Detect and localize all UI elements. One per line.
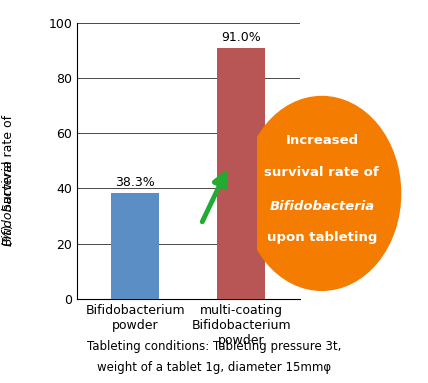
FancyArrowPatch shape	[202, 174, 225, 222]
Text: Bifidobacteria: Bifidobacteria	[269, 200, 374, 213]
Circle shape	[243, 97, 401, 290]
Text: Bifidobacteria: Bifidobacteria	[2, 160, 15, 246]
Text: 38.3%: 38.3%	[116, 176, 155, 189]
Text: Tableting conditions: Tableting pressure 3t,: Tableting conditions: Tableting pressure…	[87, 340, 341, 353]
Text: Survival rate of: Survival rate of	[2, 111, 15, 211]
Bar	[111, 193, 159, 299]
Bar	[217, 48, 265, 299]
Text: (%): (%)	[2, 224, 15, 250]
Text: weight of a tablet 1g, diameter 15mmφ: weight of a tablet 1g, diameter 15mmφ	[97, 361, 331, 374]
Text: Increased: Increased	[285, 134, 358, 147]
Text: survival rate of: survival rate of	[265, 166, 379, 179]
Text: 91.0%: 91.0%	[221, 31, 261, 44]
Text: upon tableting: upon tableting	[267, 231, 377, 244]
